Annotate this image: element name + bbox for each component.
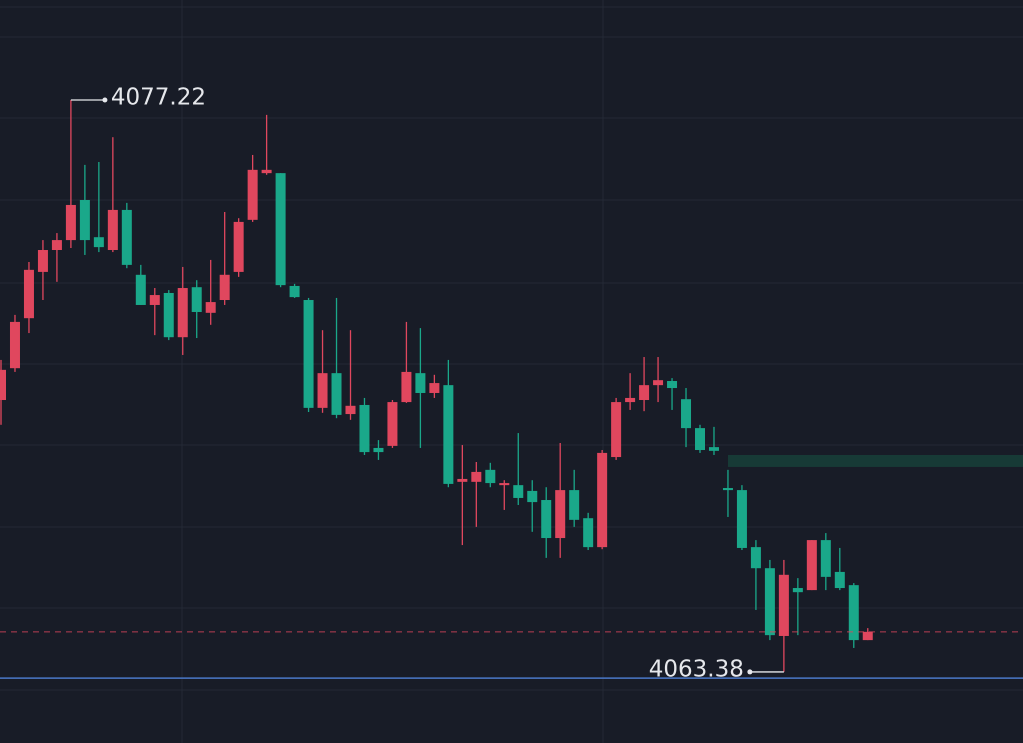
candle-body xyxy=(191,287,202,312)
candle-body xyxy=(583,518,594,548)
high-annotation: 4077.22 xyxy=(111,85,206,111)
candle-body xyxy=(387,402,398,446)
candle-body xyxy=(149,295,160,305)
candle-body xyxy=(778,574,789,636)
candle-body xyxy=(457,478,468,482)
candle-body xyxy=(806,540,817,591)
candle-body xyxy=(317,373,328,408)
candle-body xyxy=(555,490,566,539)
candle-body xyxy=(513,485,524,498)
candle-body xyxy=(23,269,34,319)
candle-body xyxy=(275,173,286,286)
candle-body xyxy=(862,631,873,641)
candle-body xyxy=(331,373,342,415)
low-marker-dot xyxy=(747,669,753,675)
candle-body xyxy=(0,369,6,401)
candle-body xyxy=(750,547,761,569)
candle-body xyxy=(639,385,650,401)
candle-body xyxy=(219,274,230,301)
candle-body xyxy=(708,447,719,451)
candle-body xyxy=(764,568,775,636)
candle-body xyxy=(205,302,216,313)
candle-body xyxy=(499,483,510,486)
candle-body xyxy=(695,428,705,451)
candle-body xyxy=(93,237,104,248)
low-annotation: 4063.38 xyxy=(649,656,744,682)
candle-body xyxy=(471,471,482,482)
candle-body xyxy=(289,285,300,298)
candle-body xyxy=(9,321,20,369)
candle-body xyxy=(611,402,622,458)
candle-body xyxy=(667,381,678,389)
candle-body xyxy=(373,447,384,453)
candle-body xyxy=(261,169,272,174)
candle-body xyxy=(303,300,314,408)
candle-body xyxy=(359,404,370,453)
candle-body xyxy=(37,250,48,272)
candle-body xyxy=(177,288,188,338)
candle-body xyxy=(345,405,356,415)
candle-body xyxy=(107,209,118,251)
candle-body xyxy=(247,169,258,220)
candle-body xyxy=(401,371,412,403)
candle-body xyxy=(415,373,426,393)
candle-body xyxy=(834,571,845,589)
candle-body xyxy=(485,469,496,484)
candle-body xyxy=(121,209,132,265)
candle-body xyxy=(597,452,608,548)
candle-body xyxy=(569,490,580,520)
candle-body xyxy=(736,490,747,548)
candle-body xyxy=(65,204,76,241)
candle-body xyxy=(541,500,552,539)
candle-body xyxy=(681,399,692,429)
candle-body xyxy=(233,221,244,272)
candle-body xyxy=(722,488,733,491)
candle-body xyxy=(79,200,90,241)
candle-body xyxy=(135,274,146,305)
candle-body xyxy=(820,540,831,577)
candle-body xyxy=(163,292,174,338)
candle-body xyxy=(429,383,440,393)
candle-body xyxy=(653,380,664,386)
candle-body xyxy=(625,397,636,403)
zone xyxy=(728,454,1023,467)
candle-body xyxy=(443,385,454,484)
candle-body xyxy=(848,585,859,641)
high-marker-dot xyxy=(102,97,108,103)
candle-body xyxy=(51,240,62,251)
candle-body xyxy=(792,588,803,593)
candle-body xyxy=(527,490,538,503)
